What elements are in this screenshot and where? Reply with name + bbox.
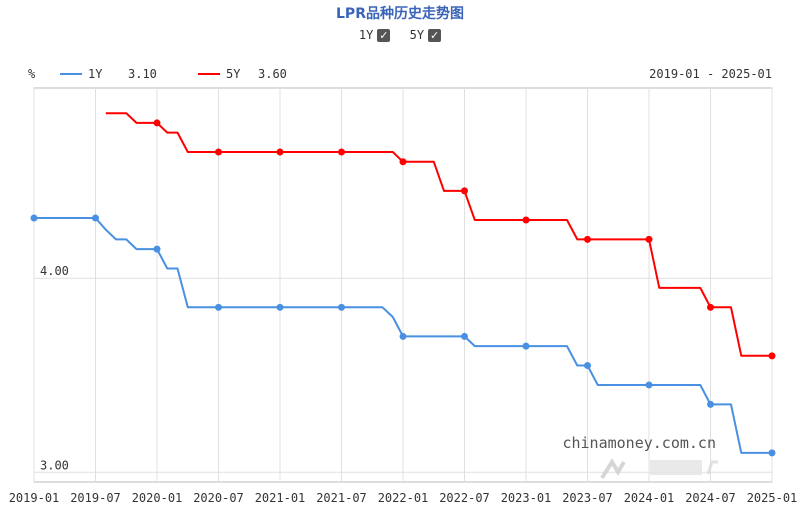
x-tick-label: 2022-07: [439, 491, 490, 505]
x-tick-label: 2021-01: [255, 491, 306, 505]
data-point-1y: [153, 245, 161, 253]
data-point-5y: [276, 148, 284, 156]
data-point-5y: [584, 235, 591, 243]
x-tick-label: 2023-07: [562, 491, 613, 505]
date-range-label: 2019-01 - 2025-01: [649, 67, 772, 81]
y-axis-labels: 4.00 3.00: [40, 264, 69, 472]
series-toggles: 1Y ✓ 5Y ✓: [0, 28, 800, 42]
data-point-1y: [276, 303, 284, 311]
legend-5y-name: 5Y: [226, 67, 241, 81]
toggle-5y[interactable]: 5Y ✓: [409, 28, 442, 42]
series-line-1y: [34, 217, 772, 454]
data-point-1y: [461, 332, 468, 340]
x-tick-label: 2020-01: [132, 491, 183, 505]
data-point-1y: [399, 332, 407, 340]
data-point-5y: [707, 303, 714, 311]
x-tick-label: 2019-01: [9, 491, 60, 505]
legend-1y-name: 1Y: [88, 67, 103, 81]
data-point-1y: [92, 214, 99, 222]
toggle-5y-label: 5Y: [409, 28, 425, 42]
data-point-1y: [768, 449, 776, 457]
chart-title: LPR品种历史走势图: [336, 6, 464, 22]
ncd-logo-icon: [600, 458, 718, 480]
grid-lines: [33, 87, 773, 483]
series-line-5y: [105, 112, 772, 357]
legend-1y-value: 3.10: [128, 67, 157, 81]
data-point-5y: [338, 148, 345, 156]
data-point-5y: [461, 187, 468, 195]
data-point-5y: [768, 352, 776, 360]
toggle-1y[interactable]: 1Y ✓: [358, 28, 391, 42]
data-point-5y: [215, 148, 222, 156]
data-point-5y: [522, 216, 530, 224]
plot-border: [33, 87, 773, 483]
x-tick-label: 2021-07: [316, 491, 367, 505]
x-axis-labels: 2019-01 2019-07 2020-01 2020-07 2021-01 2021-…: [9, 491, 798, 505]
data-point-5y: [153, 119, 161, 127]
data-point-1y: [645, 381, 653, 389]
data-point-1y: [30, 214, 38, 222]
toggle-1y-label: 1Y: [358, 28, 374, 42]
data-point-1y: [584, 362, 591, 370]
checkbox-1y-icon[interactable]: ✓: [377, 28, 391, 42]
data-point-1y: [215, 303, 222, 311]
x-tick-label: 2024-07: [685, 491, 736, 505]
y-unit-label: %: [28, 67, 36, 81]
legend-5y-value: 3.60: [258, 67, 287, 81]
x-tick-label: 2025-01: [747, 491, 798, 505]
data-point-5y: [399, 158, 407, 166]
x-tick-label: 2023-01: [501, 491, 552, 505]
data-point-1y: [707, 400, 714, 408]
data-point-1y: [522, 342, 530, 350]
y-tick-label: 3.00: [40, 458, 69, 472]
watermark-text: chinamoney.com.cn: [562, 434, 716, 452]
x-tick-label: 2022-01: [378, 491, 429, 505]
x-tick-label: 2020-07: [193, 491, 244, 505]
data-point-5y: [645, 235, 653, 243]
x-tick-label: 2024-01: [624, 491, 675, 505]
x-tick-label: 2019-07: [70, 491, 121, 505]
series-layer: [30, 112, 776, 457]
checkbox-5y-icon[interactable]: ✓: [428, 28, 442, 42]
data-point-1y: [338, 303, 345, 311]
y-tick-label: 4.00: [40, 264, 69, 278]
